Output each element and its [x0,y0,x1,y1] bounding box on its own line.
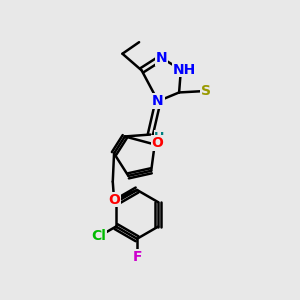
Text: N: N [156,51,167,65]
Text: NH: NH [173,63,196,77]
Text: O: O [108,193,120,207]
Text: N: N [152,94,164,108]
Text: O: O [151,136,163,150]
Text: F: F [132,250,142,264]
Text: H: H [154,130,164,144]
Text: S: S [201,84,211,98]
Text: Cl: Cl [92,229,106,243]
